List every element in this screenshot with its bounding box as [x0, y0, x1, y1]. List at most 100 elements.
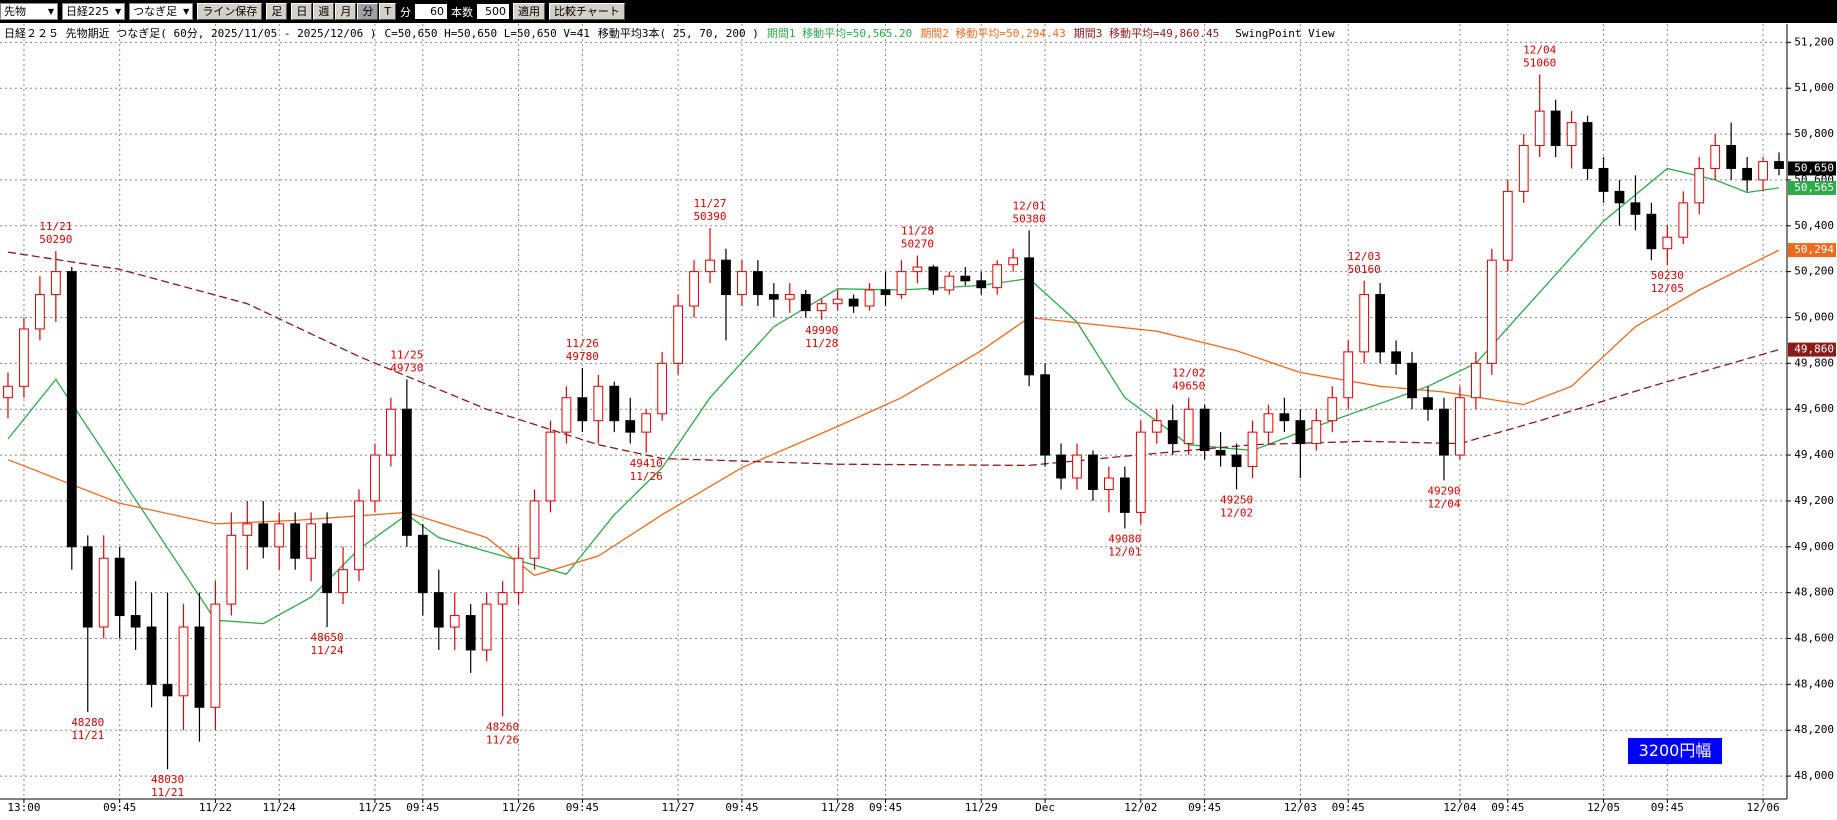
swing-date: 11/24	[311, 644, 344, 657]
candle-body	[1582, 122, 1593, 169]
swing-price: 48030	[151, 773, 184, 786]
ma-line	[7, 167, 1780, 625]
y-tick-label: 49,000	[1794, 540, 1834, 553]
candle-body	[1502, 190, 1513, 261]
candle-body	[1072, 454, 1082, 479]
interval-input[interactable]: 60	[415, 4, 448, 19]
candle-body	[1199, 408, 1210, 451]
candle-body	[1710, 145, 1721, 169]
y-tick-label: 48,800	[1794, 586, 1834, 599]
swing-date: 12/04	[1523, 43, 1556, 56]
x-tick-label: 13:00	[7, 801, 40, 814]
candle-body	[960, 275, 971, 282]
candle-body	[1534, 110, 1545, 147]
candle-body	[1167, 420, 1178, 445]
swing-date: 12/02	[1220, 506, 1253, 519]
value-marker	[1788, 342, 1836, 357]
y-tick-label: 49,800	[1794, 356, 1834, 369]
count-input[interactable]: 500	[477, 4, 510, 19]
candle-body	[210, 603, 221, 708]
swing-date: 12/01	[1013, 199, 1046, 212]
swing-date: 11/28	[805, 337, 838, 350]
candle-body	[1758, 161, 1768, 181]
candle-body	[625, 420, 636, 433]
candle-body	[1566, 122, 1577, 147]
candle-body	[242, 523, 253, 536]
y-tick-label: 50,200	[1794, 265, 1834, 278]
y-tick-label: 48,200	[1794, 723, 1834, 736]
candle-body	[832, 298, 843, 305]
candle-body	[561, 397, 572, 433]
candle-body	[673, 305, 683, 364]
period-button[interactable]: 分	[357, 3, 379, 20]
x-tick-label: 09:45	[103, 801, 136, 814]
plot-area	[0, 24, 1787, 799]
symbol-select[interactable]: 日経225	[62, 3, 126, 20]
x-tick-label: 11/28	[821, 801, 854, 814]
indicator-label: SwingPoint View	[1235, 27, 1335, 40]
candle-body	[1646, 213, 1657, 250]
candle-body	[162, 683, 173, 697]
candle-body	[35, 294, 45, 330]
x-tick-label: 11/25	[358, 801, 391, 814]
bar-label: 足	[266, 3, 288, 20]
candle-body	[433, 592, 444, 628]
candle-body	[545, 431, 556, 502]
bar-type-select[interactable]: つなぎ足	[129, 3, 194, 20]
compare-button[interactable]: 比較チャート	[549, 3, 625, 20]
period-button[interactable]: T	[379, 3, 397, 20]
candle-body	[306, 523, 317, 559]
candle-body	[1119, 477, 1130, 513]
x-tick-label: 11/26	[502, 801, 535, 814]
save-button[interactable]: ライン保存	[197, 3, 263, 20]
chart-title: 日経２２５ 先物期近 つなぎ足( 60分, 2025/11/05 - 2025/…	[4, 27, 377, 40]
y-tick-label: 48,000	[1794, 769, 1834, 782]
candle-body	[1343, 351, 1354, 399]
period-button[interactable]: 月	[335, 3, 357, 20]
apply-button[interactable]: 適用	[513, 3, 546, 20]
y-tick-label: 50,000	[1794, 310, 1834, 323]
candle-body	[1247, 431, 1258, 468]
period-button[interactable]: 週	[313, 3, 335, 20]
swing-price: 51060	[1523, 56, 1556, 69]
candle-body	[529, 500, 540, 559]
x-tick-label: 09:45	[1651, 801, 1684, 814]
candle-body	[864, 289, 875, 307]
candle-body	[417, 534, 428, 594]
candle-body	[1407, 362, 1417, 399]
period-button[interactable]: 日	[291, 3, 313, 20]
x-tick-label: 09:45	[1491, 801, 1524, 814]
swing-price: 49410	[630, 457, 663, 470]
candle-body	[66, 271, 77, 548]
swing-date: 11/21	[151, 786, 184, 799]
candle-body	[1040, 374, 1050, 456]
y-tick-label: 50,400	[1794, 219, 1834, 232]
market-select[interactable]: 先物	[0, 3, 58, 20]
x-tick-label: 12/06	[1747, 801, 1780, 814]
candle-body	[737, 271, 747, 296]
candle-body	[1327, 397, 1338, 422]
candle-body	[1614, 190, 1625, 204]
swing-price: 50270	[901, 238, 934, 251]
value-marker	[1788, 180, 1836, 195]
candle-body	[721, 259, 731, 296]
swing-date: 12/03	[1348, 250, 1381, 263]
x-tick-label: 09:45	[869, 801, 902, 814]
candle-body	[1263, 413, 1274, 433]
x-tick-label: 11/24	[263, 801, 296, 814]
candle-body	[322, 523, 332, 594]
swing-price: 50230	[1651, 269, 1684, 282]
legend: 期間1 移動平均=50,565.20 期間2 移動平均=50,294.43 期間3 …	[767, 27, 1227, 40]
candle-body	[82, 546, 93, 628]
candle-body	[609, 385, 620, 422]
candle-body	[896, 271, 907, 296]
x-tick-label: Dec	[1035, 801, 1055, 814]
y-tick-label: 51,000	[1794, 81, 1834, 94]
